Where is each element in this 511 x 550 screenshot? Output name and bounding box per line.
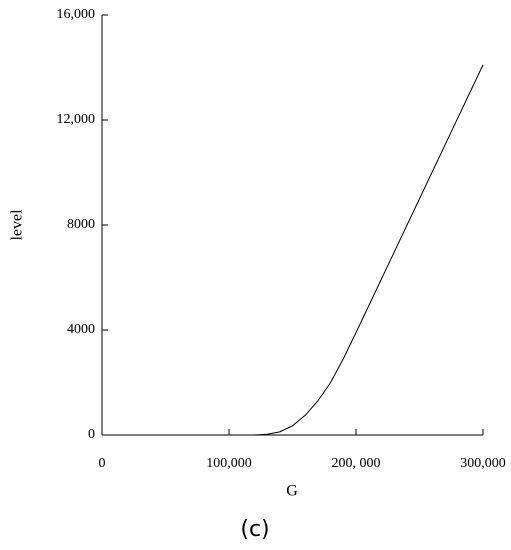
y-tick-label: 0 bbox=[88, 427, 95, 442]
caption: (c) bbox=[240, 517, 269, 542]
x-tick-label: 0 bbox=[99, 456, 106, 471]
y-axis-label: level bbox=[9, 209, 26, 241]
y-tick-label: 8000 bbox=[67, 217, 95, 232]
y-tick-label: 16,000 bbox=[57, 7, 96, 22]
x-tick-label: 200, 000 bbox=[332, 456, 381, 471]
y-tick-label: 12,000 bbox=[57, 112, 96, 127]
y-tick-label: 4000 bbox=[67, 322, 95, 337]
x-axis-label: G bbox=[286, 483, 298, 500]
x-tick-label: 100,000 bbox=[206, 456, 252, 471]
x-tick-label: 300,000 bbox=[460, 456, 506, 471]
line bbox=[102, 64, 484, 436]
